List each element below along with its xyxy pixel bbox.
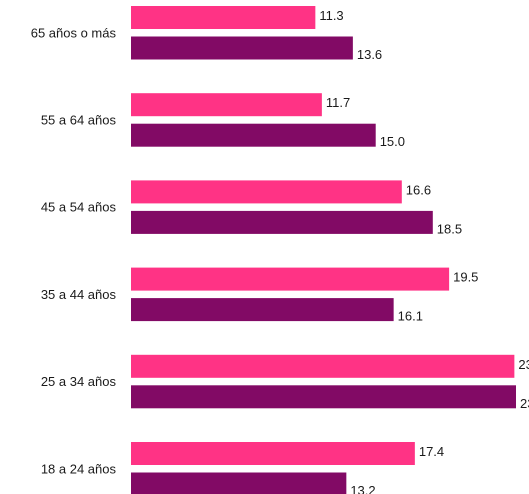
bar bbox=[131, 36, 353, 60]
bar bbox=[131, 6, 316, 29]
bar bbox=[131, 385, 516, 409]
category-label: 55 a 64 años bbox=[41, 112, 117, 127]
value-label: 13.6 bbox=[357, 47, 382, 62]
category-label: 45 a 54 años bbox=[41, 200, 117, 215]
bar bbox=[131, 123, 376, 147]
value-labels: 11.3 13.6 11.7 15.0 16.6 18.5 19.5 16.1 23.5 23.6… bbox=[319, 8, 529, 494]
value-label: 23.5 bbox=[518, 357, 529, 372]
value-label: 17.4 bbox=[419, 444, 444, 459]
bar bbox=[131, 472, 347, 494]
value-label: 23.6 bbox=[520, 396, 529, 411]
bar bbox=[131, 298, 394, 322]
value-label: 11.7 bbox=[326, 95, 350, 110]
bar bbox=[131, 93, 322, 117]
value-label: 15.0 bbox=[380, 134, 405, 149]
value-label: 16.1 bbox=[398, 309, 423, 324]
category-label: 25 a 34 años bbox=[41, 374, 117, 389]
bar bbox=[131, 354, 515, 378]
value-label: 16.6 bbox=[406, 182, 431, 197]
bar bbox=[131, 442, 415, 465]
bars bbox=[131, 6, 516, 494]
value-label: 19.5 bbox=[453, 270, 478, 285]
bar bbox=[131, 180, 402, 204]
value-label: 13.2 bbox=[350, 483, 375, 494]
category-label: 35 a 44 años bbox=[41, 287, 117, 302]
value-label: 18.5 bbox=[437, 221, 462, 236]
category-label: 18 a 24 años bbox=[41, 461, 117, 476]
category-labels: 65 años o más 55 a 64 años 45 a 54 años 35 … bbox=[31, 25, 117, 476]
bar bbox=[131, 210, 433, 234]
category-label: 65 años o más bbox=[31, 25, 117, 40]
bar bbox=[131, 267, 450, 291]
value-label: 11.3 bbox=[319, 8, 343, 23]
